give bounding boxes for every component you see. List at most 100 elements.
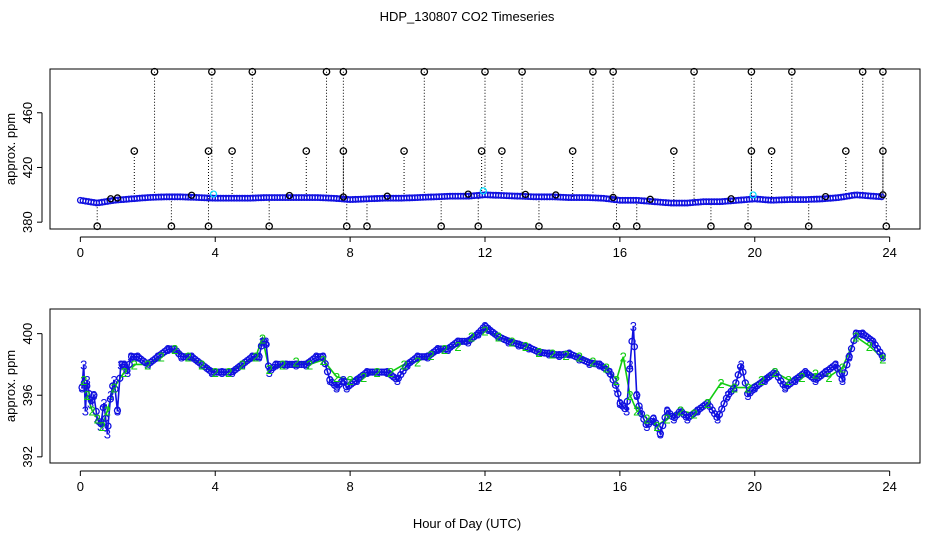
series-3-marker: 3 [495, 330, 502, 345]
series-3-marker: 3 [218, 365, 225, 380]
outlier-point [167, 222, 176, 231]
series-3-point [434, 345, 443, 353]
series-3-marker: 3 [134, 350, 141, 365]
outlier-point [228, 147, 236, 155]
outlier-point [339, 67, 348, 76]
series-2-marker: 2 [690, 407, 697, 422]
series-3-point [364, 368, 372, 376]
series-3-marker: 3 [545, 347, 552, 362]
series-3-marker: 3 [340, 373, 347, 388]
series-2-marker: 2 [259, 331, 266, 346]
series-2-marker: 2 [279, 357, 286, 372]
series-3-point [659, 422, 667, 430]
series-2-marker: 2 [306, 357, 313, 372]
series-3-point [375, 368, 384, 376]
baseline-marker [609, 193, 617, 202]
series-3-point [458, 337, 466, 345]
series-3-marker: 3 [121, 357, 128, 372]
series-3-point [165, 345, 174, 353]
series-3-point [217, 368, 225, 376]
series-3-marker: 3 [616, 396, 623, 411]
outlier-point [400, 147, 408, 155]
series-3-marker: 3 [505, 334, 512, 349]
top-y-tick-label: 380 [20, 211, 35, 233]
series-3-point [611, 381, 620, 389]
series-3-point [316, 353, 325, 361]
series-2-marker: 2 [771, 365, 778, 380]
series-3-marker: 3 [677, 404, 684, 419]
outlier-point [93, 222, 102, 231]
outlier-point [363, 222, 371, 231]
top-x-tick-label: 0 [77, 245, 84, 260]
series-3-marker: 3 [704, 396, 711, 411]
series-3-marker: 3 [272, 357, 279, 372]
series-3-point [371, 368, 379, 376]
series-3-point [378, 368, 386, 376]
series-2-marker: 2 [717, 376, 724, 391]
series-3-marker: 3 [771, 365, 778, 380]
series-2-marker: 2 [212, 365, 219, 380]
series-2-marker: 2 [643, 411, 650, 426]
bottom-plot-frame [49, 308, 921, 464]
series-3-point [104, 422, 112, 430]
series-3-marker: 3 [852, 327, 859, 342]
series-3-point [682, 413, 690, 421]
series-3-marker: 3 [259, 334, 266, 349]
series-3-marker: 3 [535, 345, 542, 360]
baseline-marker [521, 190, 530, 199]
series-2-marker: 2 [346, 373, 353, 388]
series-2-marker: 2 [252, 350, 259, 365]
outlier-point [130, 147, 139, 155]
outlier-point [879, 67, 887, 76]
outlier-point [882, 222, 891, 231]
series-3-marker: 3 [630, 319, 637, 334]
series-3-marker: 3 [266, 365, 273, 380]
series-3-point [437, 345, 445, 353]
outlier-point [568, 147, 577, 155]
series-3-point [878, 352, 886, 360]
outlier-point [747, 67, 756, 76]
series-3-point [208, 368, 216, 376]
series-3-marker: 3 [670, 411, 677, 426]
series-2-marker: 2 [620, 350, 627, 365]
outlier-point [265, 222, 274, 231]
outlier-point [632, 222, 641, 231]
series-3-point [222, 368, 230, 376]
series-3-marker: 3 [228, 365, 235, 380]
series-3-point [90, 391, 98, 399]
series-3-point [224, 368, 233, 376]
outlier-point [707, 222, 715, 231]
series-3-marker: 3 [414, 350, 421, 365]
series-2-marker: 2 [508, 334, 515, 349]
series-3-marker: 3 [839, 373, 846, 388]
series-3-marker: 3 [154, 350, 161, 365]
series-3-point [293, 360, 301, 369]
series-3-marker: 3 [576, 351, 583, 366]
outlier-point [879, 147, 887, 155]
series-2-marker: 2 [333, 370, 340, 385]
series-3-marker: 3 [566, 347, 573, 362]
series-3-marker: 3 [879, 350, 886, 365]
bottom-axis-ticks: 0 4 8 12 16 20 24 392 396 400 [20, 323, 897, 494]
bottom-y-tick-label: 392 [20, 446, 35, 468]
series-2-marker: 2 [535, 345, 542, 360]
series-3-point [732, 379, 740, 387]
series-3-point [380, 368, 388, 376]
outlier-point [339, 147, 348, 155]
top-y-axis-label: approx. ppm [3, 113, 18, 185]
series-3-marker: 3 [293, 357, 300, 372]
series-3-marker: 3 [606, 365, 613, 380]
series-2-marker: 2 [83, 388, 90, 403]
top-data-points [76, 67, 891, 231]
series-3-point [179, 353, 188, 361]
series-3-point [92, 407, 100, 416]
series-2-marker: 2 [798, 370, 805, 385]
chart-title: HDP_130807 CO2 Timeseries [380, 9, 555, 24]
bottom-x-tick-label: 16 [613, 479, 627, 494]
series-3-marker: 3 [792, 373, 799, 388]
bottom-y-tick-label: 396 [20, 384, 35, 406]
outlier-point [535, 222, 543, 231]
outlier-point [498, 147, 506, 155]
series-3-marker: 3 [326, 373, 333, 388]
